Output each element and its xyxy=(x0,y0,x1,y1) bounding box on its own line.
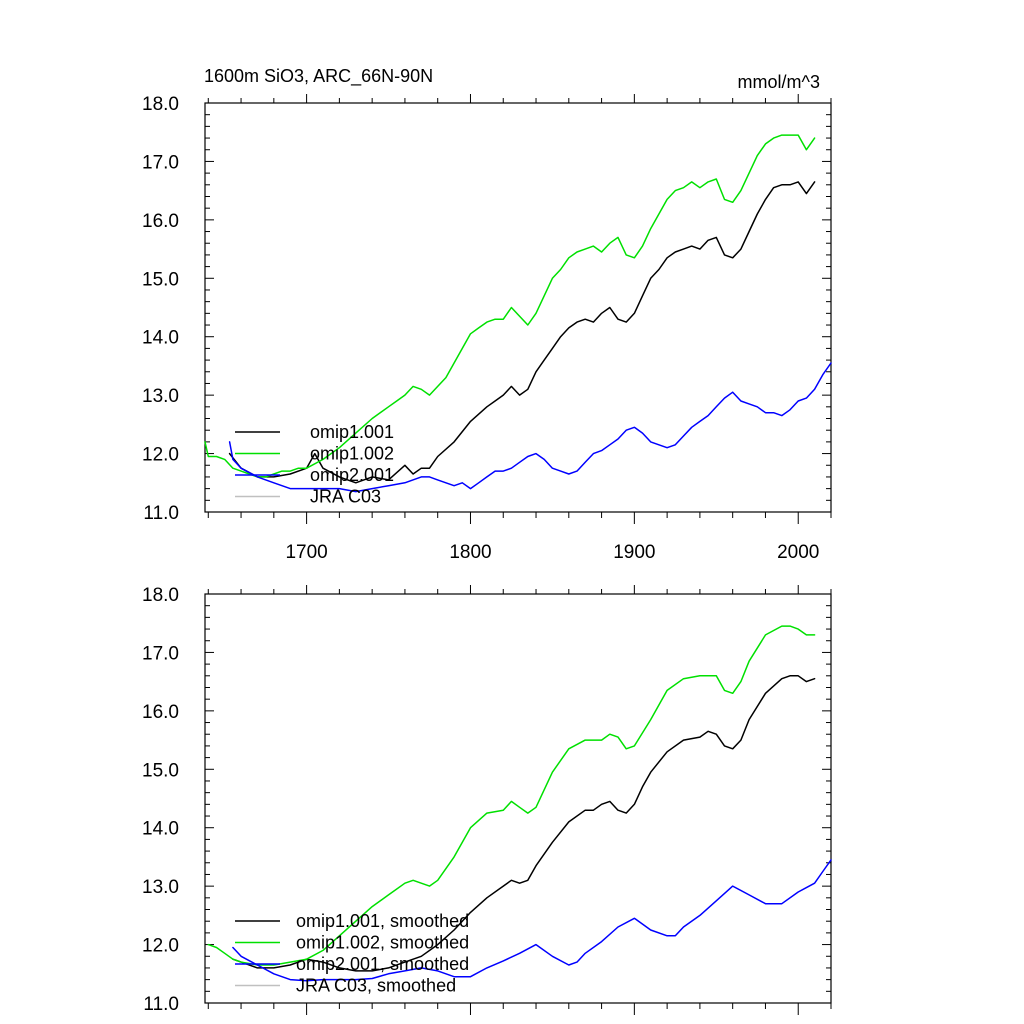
legend-label: omip1.002, smoothed xyxy=(296,933,469,953)
y-tick-label: 12.0 xyxy=(142,445,179,466)
y-tick-label: 14.0 xyxy=(142,819,179,840)
series-line-3 xyxy=(228,362,832,493)
y-tick-label: 14.0 xyxy=(142,328,179,349)
units-label: mmol/m^3 xyxy=(738,72,820,92)
y-tick-label: 15.0 xyxy=(142,760,179,781)
y-tick-label: 17.0 xyxy=(142,152,179,173)
chart-title: 1600m SiO3, ARC_66N-90N xyxy=(204,66,433,87)
legend-label: JRA C03, smoothed xyxy=(296,976,456,996)
y-tick-label: 18.0 xyxy=(142,94,179,115)
x-tick-label: 1700 xyxy=(285,542,327,563)
bottom-panel: 11.0 12.0 13.0 14.0 15.0 16.0 17.0 18.0 omip1.00… xyxy=(142,585,832,1015)
y-tick-label: 16.0 xyxy=(142,211,179,232)
x-tick-label: 1800 xyxy=(449,542,491,563)
series-line-1 xyxy=(232,675,816,972)
legend-label: omip1.002 xyxy=(310,444,394,464)
y-tick-label: 13.0 xyxy=(142,877,179,898)
series-line-2 xyxy=(207,625,816,966)
legend-label: omip2.001, smoothed xyxy=(296,954,469,974)
series-line-1 xyxy=(228,181,816,484)
y-tick-label: 13.0 xyxy=(142,386,179,407)
legend-label: JRA C03 xyxy=(310,487,381,507)
plot-frame xyxy=(204,102,832,513)
series-line-3 xyxy=(232,859,832,982)
y-tick-label: 17.0 xyxy=(142,643,179,664)
y-tick-label: 18.0 xyxy=(142,585,179,606)
y-tick-label: 12.0 xyxy=(142,936,179,957)
legend-label: omip1.001 xyxy=(310,422,394,442)
legend-label: omip1.001, smoothed xyxy=(296,911,469,931)
y-tick-label: 11.0 xyxy=(143,994,179,1015)
y-tick-label: 15.0 xyxy=(142,269,179,290)
plot-frame xyxy=(204,593,832,1004)
y-tick-label: 16.0 xyxy=(142,702,179,723)
y-tick-label: 11.0 xyxy=(143,503,179,524)
x-tick-label: 2000 xyxy=(777,542,819,563)
legend-label: omip2.001 xyxy=(310,465,394,485)
top-panel: 11.0 12.0 13.0 14.0 15.0 16.0 17.0 18.0 1700 1800… xyxy=(142,94,832,563)
series-line-2 xyxy=(204,134,816,478)
x-tick-label: 1900 xyxy=(613,542,655,563)
